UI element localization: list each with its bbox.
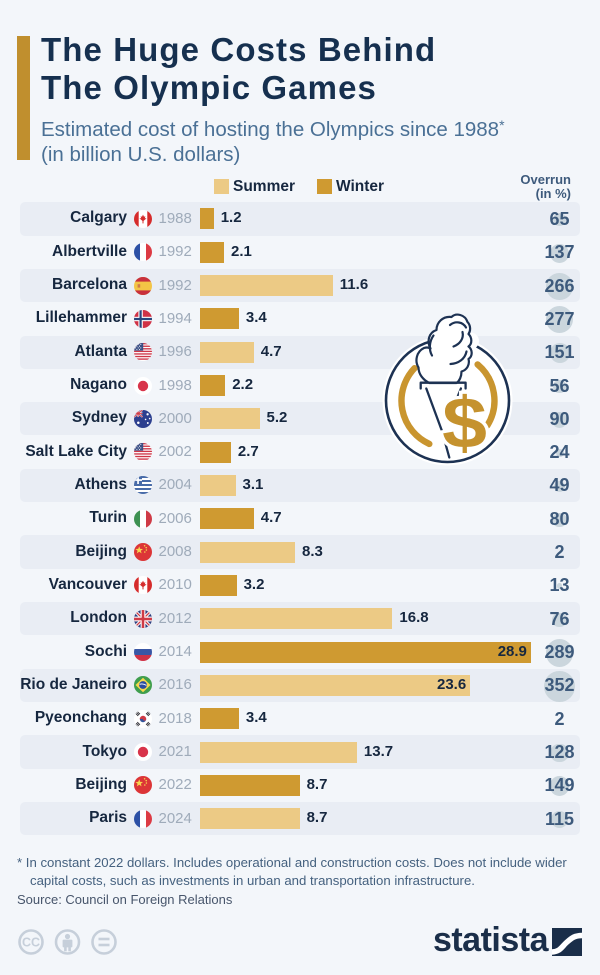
svg-text:CC: CC: [22, 936, 40, 950]
svg-text:$: $: [442, 383, 487, 463]
